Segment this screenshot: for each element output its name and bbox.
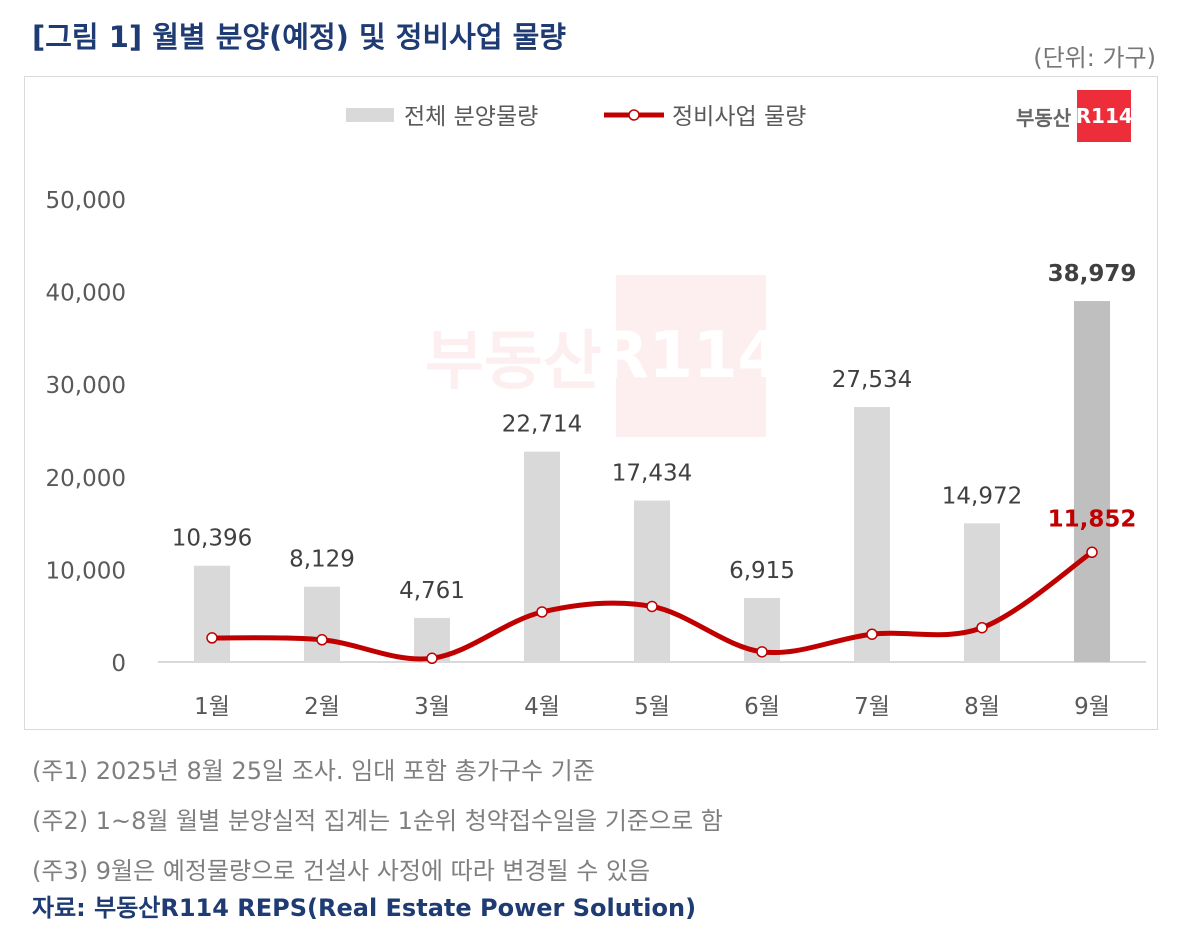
legend-marker <box>628 109 640 121</box>
unit-label: (단위: 가구) <box>1033 44 1156 72</box>
bar-data-label: 4,761 <box>399 578 465 604</box>
y-tick-label: 30,000 <box>46 373 126 399</box>
y-tick-label: 20,000 <box>46 466 126 492</box>
y-tick-label: 40,000 <box>46 281 126 307</box>
bar-data-label: 17,434 <box>612 461 692 487</box>
bar <box>304 586 340 662</box>
line-point <box>536 606 548 618</box>
y-tick-label: 50,000 <box>46 188 126 214</box>
source: 자료: 부동산R114 REPS(Real Estate Power Solut… <box>32 894 697 922</box>
bar-data-label: 27,534 <box>832 367 912 393</box>
x-tick-label: 8월 <box>964 694 1000 720</box>
y-tick-label: 0 <box>111 651 126 677</box>
line-point <box>976 621 988 634</box>
y-tick-label: 10,000 <box>46 558 126 584</box>
bar <box>964 523 1000 662</box>
legend-label-bar: 전체 분양물량 <box>404 104 538 130</box>
bar-data-label: 8,129 <box>289 547 355 573</box>
line-point <box>316 634 328 646</box>
x-tick-label: 4월 <box>524 694 560 720</box>
note-3: (주3) 9월은 예정물량으로 건설사 사정에 따라 변경될 수 있음 <box>32 857 651 885</box>
note-2: (주2) 1~8월 월별 분양실적 집계는 1순위 청약접수일을 기준으로 함 <box>32 807 723 835</box>
brand-logo: 부동산 R114 <box>1016 90 1133 142</box>
line-point <box>646 600 658 613</box>
note-1: (주1) 2025년 8월 25일 조사. 임대 포함 총가구수 기준 <box>32 757 595 785</box>
x-tick-label: 3월 <box>414 694 450 720</box>
bar <box>634 500 670 662</box>
x-tick-label: 1월 <box>194 694 230 720</box>
line-point <box>426 652 438 665</box>
bar <box>1074 301 1110 662</box>
x-tick-label: 6월 <box>744 694 780 720</box>
bar <box>524 451 560 662</box>
bar-data-label: 6,915 <box>729 558 795 584</box>
line-point <box>866 628 878 640</box>
x-tick-label: 9월 <box>1074 694 1110 720</box>
line-point <box>1086 546 1098 559</box>
watermark-logo: 부동산 R114 <box>425 275 782 437</box>
x-tick-label: 5월 <box>634 694 670 720</box>
chart-frame <box>24 76 1158 730</box>
bar <box>194 565 230 662</box>
page-title: [그림 1] 월별 분양(예정) 및 정비사업 물량 <box>32 20 566 54</box>
bar-data-label: 38,979 <box>1048 261 1137 287</box>
bar-data-label: 10,396 <box>172 526 252 552</box>
bar-data-label: 22,714 <box>502 412 582 438</box>
bar <box>854 407 890 662</box>
x-tick-label: 7월 <box>854 694 890 720</box>
legend-label-line: 정비사업 물량 <box>672 104 806 130</box>
line-point <box>756 646 768 658</box>
notes: (주1) 2025년 8월 25일 조사. 임대 포함 총가구수 기준 (주2)… <box>32 746 723 896</box>
x-tick-label: 2월 <box>304 694 340 720</box>
legend-swatch-bar <box>346 108 394 122</box>
bar-data-label: 14,972 <box>942 483 1022 509</box>
line-point <box>206 632 218 644</box>
line-data-label: 11,852 <box>1048 506 1137 532</box>
